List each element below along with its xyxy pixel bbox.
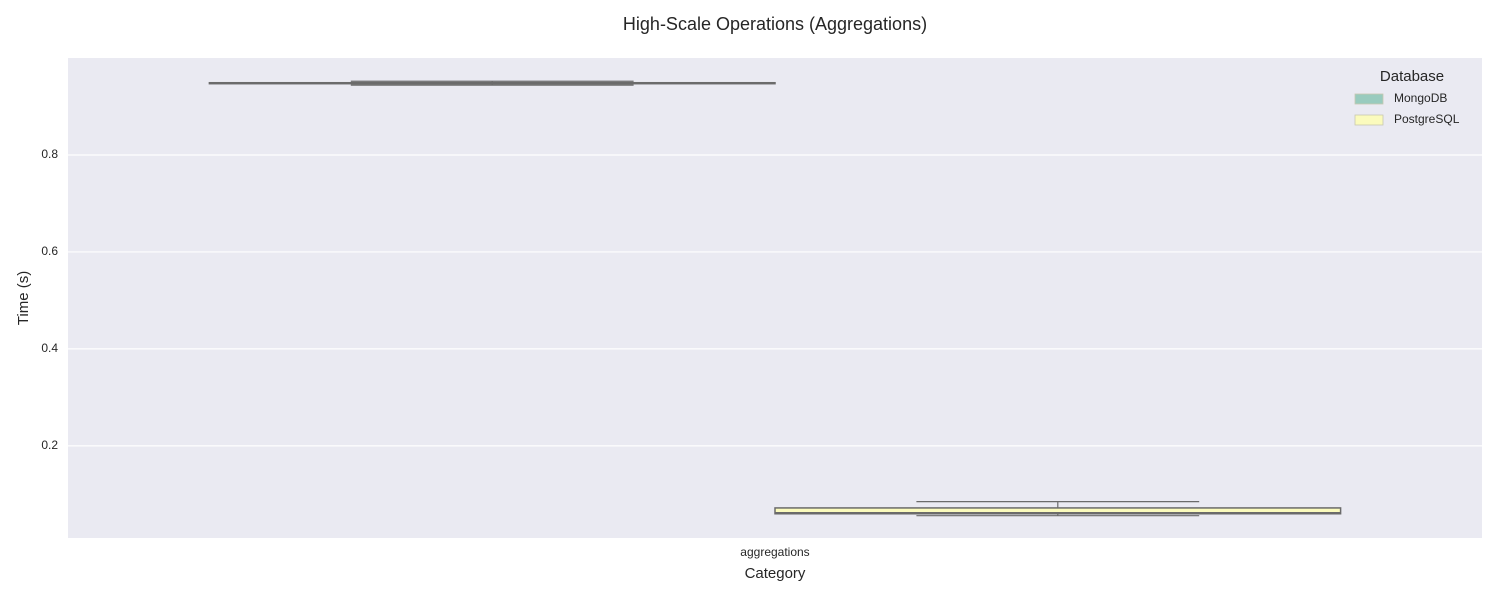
box	[774, 507, 1342, 515]
chart-title: High-Scale Operations (Aggregations)	[623, 14, 927, 34]
x-axis-label: Category	[745, 565, 806, 582]
plot-area	[68, 58, 1482, 538]
y-tick-label: 0.6	[41, 244, 58, 258]
legend-swatch	[1354, 93, 1384, 105]
legend-swatch	[1354, 114, 1384, 126]
y-axis-label: Time (s)	[15, 271, 32, 325]
x-tick-label: aggregations	[740, 545, 809, 559]
y-tick-label: 0.2	[41, 438, 58, 452]
y-tick-label: 0.8	[41, 147, 58, 161]
legend-label: PostgreSQL	[1394, 112, 1460, 126]
legend-title: Database	[1380, 68, 1444, 85]
marks	[208, 80, 1342, 517]
y-tick-label: 0.4	[41, 341, 58, 355]
grid	[68, 154, 1482, 447]
legend-label: MongoDB	[1394, 91, 1447, 105]
